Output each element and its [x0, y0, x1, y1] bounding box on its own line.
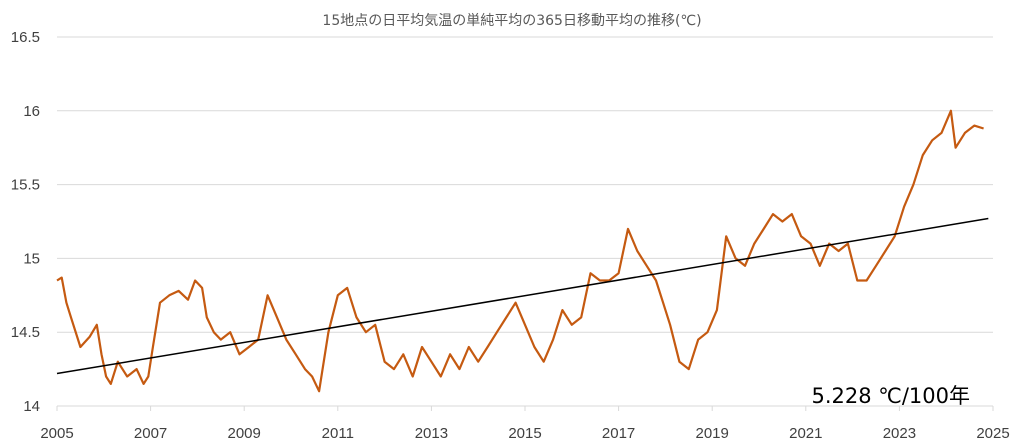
series-layer	[56, 109, 984, 393]
x-tick-label: 2015	[508, 425, 541, 442]
y-tick-label: 14.5	[11, 324, 40, 341]
x-tick-label: 2025	[976, 425, 1009, 442]
trendline-layer	[56, 217, 989, 375]
x-tick-label: 2005	[40, 425, 73, 442]
x-tick-label: 2019	[696, 425, 729, 442]
y-tick-label: 15	[23, 250, 40, 267]
y-tick-label: 15.5	[11, 177, 40, 194]
x-tick-label: 2017	[602, 425, 635, 442]
y-tick-label: 14	[23, 398, 40, 415]
x-tick-label: 2009	[228, 425, 261, 442]
x-tick-label: 2007	[134, 425, 167, 442]
y-tick-label: 16.5	[11, 29, 40, 46]
chart-title: 15地点の日平均気温の単純平均の365日移動平均の推移(℃)	[322, 13, 701, 29]
x-tick-label: 2021	[789, 425, 822, 442]
trend-annotation: 5.228 ℃/100年	[811, 384, 970, 408]
x-tick-label: 2013	[415, 425, 448, 442]
x-axis-tick-labels: 2005 2007 2009 2011 2013 2015 2017 2019 2021 2023…	[40, 425, 1009, 442]
grid-lines	[56, 36, 994, 411]
series-line-0	[56, 109, 984, 393]
x-tick-label: 2011	[322, 425, 354, 442]
x-tick-label: 2023	[883, 425, 916, 442]
trendline	[56, 217, 989, 375]
y-tick-label: 16	[23, 103, 40, 120]
y-axis-tick-labels: 14 14.5 15 15.5 16 16.5	[11, 29, 40, 415]
